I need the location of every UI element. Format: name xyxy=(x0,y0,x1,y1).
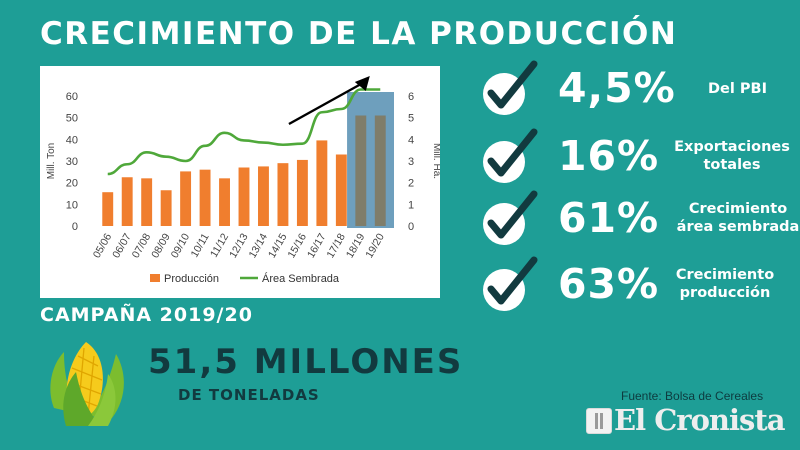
y-right-axis-label: Mill. Ha. xyxy=(431,143,440,179)
y-left-axis-label: Mill. Ton xyxy=(46,143,57,180)
stat-label-line: Crecimiento xyxy=(675,267,775,283)
checkmark-icon xyxy=(483,256,538,311)
source-note: Fuente: Bolsa de Cereales xyxy=(621,389,764,403)
y-right-tick-label: 3 xyxy=(408,156,414,168)
stat-value: 63% xyxy=(558,260,660,308)
line-area-sembrada xyxy=(107,88,381,176)
x-tick-label: 14/15 xyxy=(266,231,290,260)
bar-produccion xyxy=(141,178,153,226)
x-tick-label: 07/08 xyxy=(130,231,154,260)
stat-value: 61% xyxy=(558,194,660,242)
x-tick-label: 18/19 xyxy=(344,231,368,260)
bar-produccion xyxy=(374,115,386,226)
stat-pbi: 4,5% Del PBI xyxy=(480,58,800,118)
brand-logo: El Cronista xyxy=(586,403,796,438)
x-tick-label: 19/20 xyxy=(363,231,387,260)
stat-area: 61% Crecimiento área sembrada xyxy=(480,188,800,248)
x-tick-label: 05/06 xyxy=(91,231,115,260)
checkmark-icon xyxy=(483,60,538,115)
stat-label: Crecimiento producción xyxy=(670,266,780,302)
production-unit: DE TONELADAS xyxy=(178,386,320,404)
stat-label: Crecimiento área sembrada xyxy=(676,200,800,236)
bar-produccion xyxy=(160,190,172,226)
y-left-tick-label: 10 xyxy=(66,199,78,211)
corn-icon xyxy=(50,342,124,426)
trend-arrow xyxy=(288,81,364,126)
x-tick-label: 17/18 xyxy=(324,231,348,260)
checkmark-icon xyxy=(483,190,538,245)
stat-label: Del PBI xyxy=(708,81,767,97)
bar-produccion xyxy=(219,178,230,226)
y-right-tick-label: 2 xyxy=(408,178,414,190)
y-left-tick-label: 20 xyxy=(66,178,78,190)
checkmark-icon xyxy=(483,128,538,183)
production-total: 51,5 MILLONES xyxy=(148,342,464,382)
x-tick-label: 16/17 xyxy=(305,231,329,260)
brand-name: El Cronista xyxy=(614,403,786,437)
y-right-tick-label: 4 xyxy=(408,134,414,146)
x-tick-label: 15/16 xyxy=(285,231,309,260)
y-left-tick-label: 30 xyxy=(66,156,78,168)
y-left-tick-label: 60 xyxy=(66,91,78,103)
y-left-tick-label: 50 xyxy=(66,113,78,125)
stat-label-line: totales xyxy=(703,157,761,173)
y-right-tick-label: 1 xyxy=(408,199,414,211)
legend-label-area: Área Sembrada xyxy=(262,272,340,285)
stat-label-line: producción xyxy=(679,285,771,301)
bar-produccion xyxy=(102,192,114,226)
bar-produccion xyxy=(296,159,308,226)
chart-svg: 0 10 20 30 40 50 60 0 1 2 3 4 5 6 Mill. Ton Mill. Ha. 05… xyxy=(46,76,440,285)
bar-produccion xyxy=(258,166,269,226)
x-tick-label: 09/10 xyxy=(169,231,193,260)
production-chart: 0 10 20 30 40 50 60 0 1 2 3 4 5 6 Mill. Ton Mill. Ha. 05… xyxy=(40,66,440,298)
bar-produccion xyxy=(121,177,133,226)
campaign-label: CAMPAÑA 2019/20 xyxy=(40,304,253,326)
y-left-tick-label: 0 xyxy=(72,221,78,233)
stat-produccion: 63% Crecimiento producción xyxy=(480,254,800,314)
x-tick-label: 12/13 xyxy=(227,231,251,260)
page-title: CRECIMIENTO DE LA PRODUCCIÓN xyxy=(40,16,678,52)
bar-produccion xyxy=(316,140,328,226)
trend-arrow-head xyxy=(354,76,370,91)
y-right-tick-label: 0 xyxy=(408,221,414,233)
x-tick-label: 13/14 xyxy=(247,231,271,260)
stat-exportaciones: 16% Exportaciones totales xyxy=(480,126,800,186)
x-tick-label: 06/07 xyxy=(110,231,134,260)
bar-produccion xyxy=(277,163,289,226)
stat-label-line: Crecimiento xyxy=(688,201,788,217)
bar-produccion xyxy=(199,169,211,226)
x-tick-label: 10/11 xyxy=(189,231,212,259)
stat-label: Exportaciones totales xyxy=(662,138,800,174)
stat-value: 4,5% xyxy=(558,64,676,112)
bar-produccion xyxy=(238,167,250,226)
x-tick-label: 08/09 xyxy=(149,231,173,260)
bar-produccion xyxy=(335,154,347,226)
bar-produccion xyxy=(180,171,192,226)
y-right-tick-label: 5 xyxy=(408,113,414,125)
bar-produccion xyxy=(355,115,367,226)
stat-value: 16% xyxy=(558,132,660,180)
stat-label-line: área sembrada xyxy=(676,219,800,235)
highlight-box xyxy=(347,92,394,228)
brand-mark-icon xyxy=(586,408,612,434)
stat-label-line: Exportaciones xyxy=(674,139,790,155)
legend-label-produccion: Producción xyxy=(164,273,219,285)
y-left-tick-label: 40 xyxy=(66,134,78,146)
y-right-tick-label: 6 xyxy=(408,91,414,103)
legend-swatch-produccion xyxy=(150,274,160,282)
